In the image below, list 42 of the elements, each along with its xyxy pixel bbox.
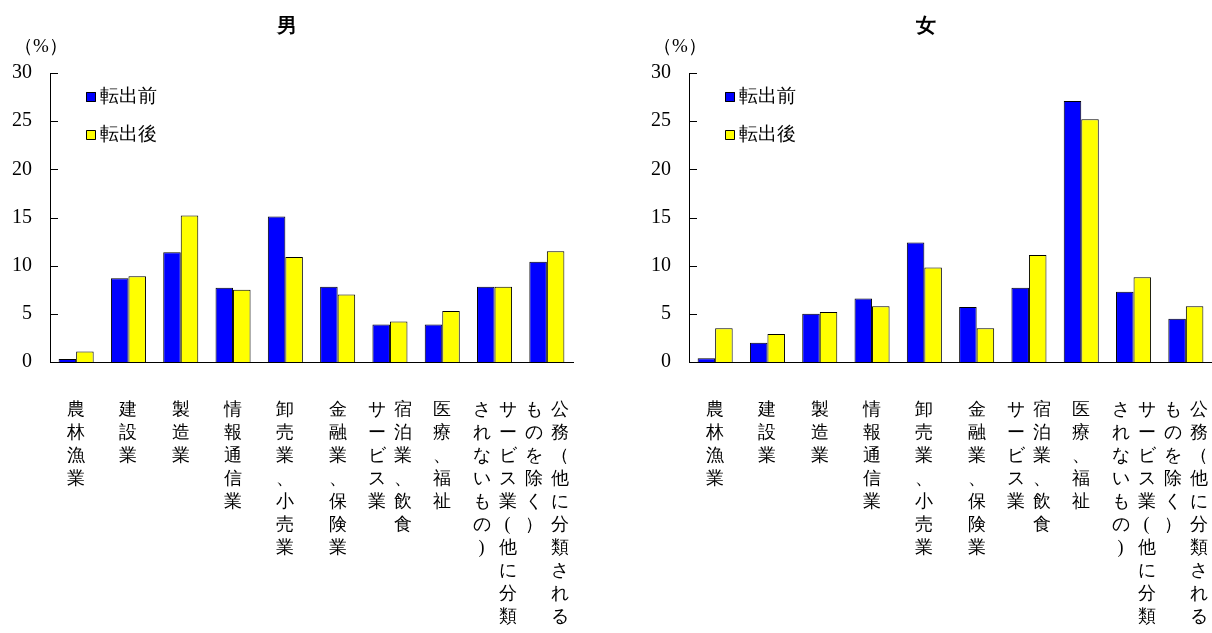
x-tick-label: 建設業 [118,398,138,467]
x-tick-label: 医療、福祉 [432,398,452,513]
category-label: 公務（他に分類されるものを除く） [524,399,569,626]
category-label: サービス業(他に分類されないもの) [472,399,517,626]
legend-label: 転出前 [739,84,796,106]
x-tick-label: 金融業、保険業 [328,398,348,559]
x-tick-label: 農林漁業 [66,398,86,490]
x-tick-label: 医療、福祉 [1071,398,1091,513]
category-label: 公務（他に分類されるものを除く） [1163,399,1208,626]
y-tick-label: 0 [661,349,671,372]
x-tick-label: 製造業 [171,398,191,467]
y-tick-label: 15 [12,204,32,227]
y-tick-label: 15 [651,204,671,227]
chart-title: 男 [275,13,297,38]
x-tick-label: 卸売業、小売業 [914,398,934,559]
y-axis-title: （%） [653,34,707,56]
x-tick-label: 金融業、保険業 [967,398,987,559]
y-tick-label: 0 [22,349,32,372]
legend-label: 転出後 [100,122,157,144]
x-tick-label: 製造業 [810,398,830,467]
y-tick-label: 30 [651,60,671,83]
y-tick-label: 10 [651,252,671,275]
x-tick-label: 卸売業、小売業 [275,398,295,559]
y-tick-label: 25 [651,108,671,131]
x-tick-label: 情報通信業 [223,398,243,513]
category-label: 宿泊業、飲食サービス業 [1006,399,1051,534]
y-tick-label: 5 [22,301,32,324]
y-tick-label: 25 [12,108,32,131]
x-tick-label: 農林漁業 [705,398,725,490]
category-label: サービス業(他に分類されないもの) [1111,399,1156,626]
x-tick-label: 建設業 [757,398,777,467]
y-axis-title: （%） [14,34,68,56]
chart-title: 女 [914,13,936,38]
x-tick-label: 情報通信業 [862,398,882,513]
y-tick-label: 30 [12,60,32,83]
legend-label: 転出前 [100,84,157,106]
legend-label: 転出後 [739,122,796,144]
y-tick-label: 20 [12,156,32,179]
y-tick-label: 5 [661,301,671,324]
category-label: 宿泊業、飲食サービス業 [367,399,412,534]
y-tick-label: 20 [651,156,671,179]
y-tick-label: 10 [12,252,32,275]
